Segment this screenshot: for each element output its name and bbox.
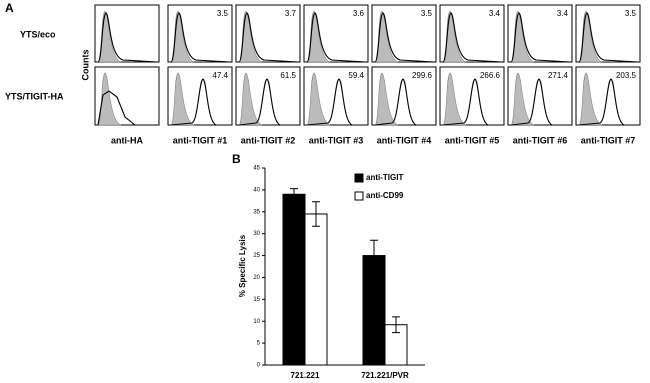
mfi-value: 3.6 (353, 9, 365, 18)
column-label: anti-TIGIT #4 (377, 135, 432, 145)
bar (362, 255, 386, 366)
y-tick-label: 10 (253, 319, 260, 325)
mfi-value: 3.7 (285, 9, 297, 18)
stained-histogram (170, 78, 230, 126)
stained-histogram (578, 78, 638, 126)
stained-histogram (238, 12, 299, 63)
column-label: anti-TIGIT #6 (513, 135, 568, 145)
stained-histogram (374, 78, 434, 126)
mfi-value: 61.5 (280, 71, 296, 80)
mfi-value: 47.4 (212, 71, 228, 80)
mfi-value: 3.4 (489, 9, 501, 18)
mfi-value: 299.6 (412, 71, 433, 80)
y-axis-label: Counts (80, 50, 90, 81)
error-bar (312, 201, 320, 227)
mfi-value: 59.4 (348, 71, 364, 80)
isotype-peak (442, 72, 467, 126)
y-tick-label: 30 (253, 231, 260, 237)
row-label: YTS/eco (20, 29, 56, 39)
stained-histogram (306, 12, 367, 63)
mfi-value: 203.5 (616, 71, 637, 80)
isotype-peak (578, 72, 603, 126)
y-tick-label: 15 (253, 297, 260, 303)
error-bar (290, 188, 298, 201)
column-label: anti-TIGIT #7 (581, 135, 636, 145)
isotype-peak (170, 72, 195, 126)
panel-label: A (5, 1, 14, 15)
bar (282, 193, 306, 366)
stained-histogram (238, 78, 298, 126)
stained-histogram (510, 12, 571, 63)
column-label: anti-HA (111, 135, 143, 145)
legend-swatch (354, 191, 364, 201)
mfi-value: 3.5 (217, 9, 229, 18)
y-axis-label: % Specific Lysis (238, 234, 247, 297)
isotype-peak (97, 72, 122, 126)
error-bar (370, 239, 378, 272)
column-label: anti-TIGIT #5 (445, 135, 500, 145)
legend-label: anti-CD99 (366, 191, 404, 200)
mfi-value: 3.4 (557, 9, 569, 18)
mfi-value: 3.5 (421, 9, 433, 18)
stained-histogram (374, 12, 435, 63)
column-label: anti-TIGIT #3 (309, 135, 364, 145)
legend-swatch (354, 173, 364, 183)
mfi-value: 266.6 (480, 71, 501, 80)
isotype-peak (374, 72, 399, 126)
y-tick-label: 45 (253, 166, 260, 172)
stained-histogram (442, 78, 502, 126)
bar (304, 213, 328, 366)
stained-histogram (170, 12, 231, 63)
stained-histogram (442, 12, 503, 63)
stained-histogram (578, 12, 639, 63)
error-bar (392, 316, 400, 334)
row-label: YTS/TIGIT-HA (5, 91, 64, 101)
y-tick-label: 40 (253, 187, 260, 193)
stained-histogram (97, 90, 136, 126)
y-tick-label: 5 (257, 341, 261, 347)
isotype-peak (306, 72, 331, 126)
stained-histogram (510, 78, 570, 126)
x-tick-label: 721.221/PVR (361, 371, 409, 380)
mfi-value: 271.4 (548, 71, 569, 80)
isotype-peak (510, 72, 535, 126)
isotype-peak (238, 72, 263, 126)
mfi-value: 3.5 (625, 9, 637, 18)
panel-label: B (232, 152, 241, 166)
y-tick-label: 25 (253, 253, 260, 259)
legend-label: anti-TIGIT (366, 173, 403, 182)
x-tick-label: 721.221 (291, 371, 320, 380)
column-label: anti-TIGIT #1 (173, 135, 228, 145)
y-tick-label: 0 (257, 363, 261, 369)
stained-histogram (97, 12, 158, 63)
y-tick-label: 20 (253, 275, 260, 281)
y-tick-label: 35 (253, 209, 260, 215)
stained-histogram (306, 78, 366, 126)
column-label: anti-TIGIT #2 (241, 135, 296, 145)
